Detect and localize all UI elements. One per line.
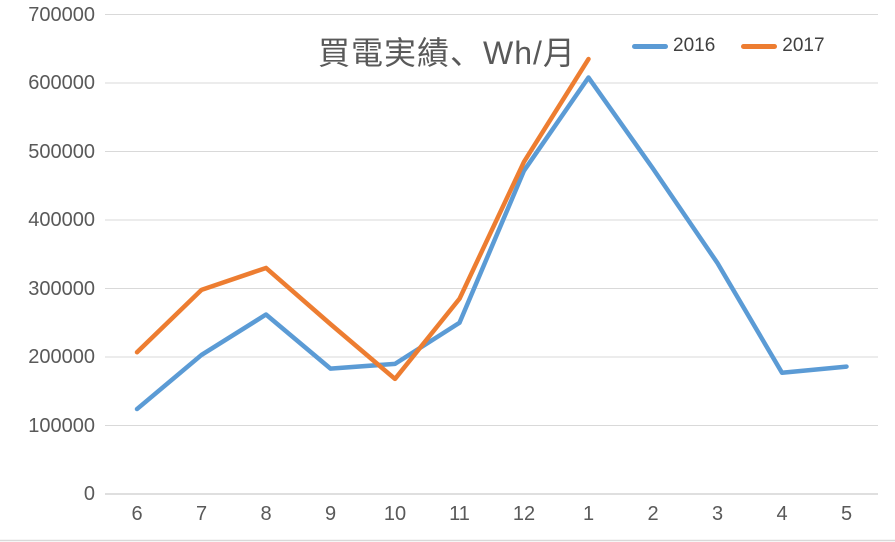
legend-label: 2017 [782, 35, 825, 56]
legend-item-2016: 2016 [632, 35, 715, 57]
legend-item-2017: 2017 [741, 35, 825, 57]
x-tick-label: 11 [449, 503, 470, 525]
legend-label: 2016 [673, 35, 716, 56]
series-line-2017 [134, 56, 591, 382]
chart-title: 買電実績、Wh/月 [318, 35, 576, 71]
x-tick-label: 7 [195, 503, 208, 525]
y-tick-label: 500000 [28, 140, 95, 163]
x-tick-label: 5 [840, 503, 853, 525]
y-tick-label: 0 [83, 483, 95, 505]
x-tick-label: 4 [776, 503, 788, 525]
legend: 2016 2017 [632, 35, 825, 57]
series-line-2016 [134, 75, 849, 412]
x-tick-label: 10 [383, 503, 407, 525]
x-tick-label: 1 [582, 503, 595, 525]
x-tick-label: 2 [647, 503, 659, 525]
y-tick-label: 700000 [28, 3, 95, 26]
legend-swatch-2017 [741, 43, 778, 49]
x-tick-label: 12 [512, 503, 536, 525]
y-tick-label: 100000 [28, 414, 95, 437]
x-tick-label: 3 [711, 503, 724, 525]
y-tick-label: 600000 [28, 72, 95, 94]
y-tick-label: 400000 [28, 209, 95, 231]
x-tick-label: 6 [131, 503, 143, 525]
x-tick-label: 9 [324, 503, 337, 525]
x-tick-label: 8 [260, 503, 272, 525]
legend-swatch-2016 [632, 43, 668, 49]
y-tick-label: 200000 [28, 346, 95, 368]
y-tick-label: 300000 [28, 277, 95, 300]
